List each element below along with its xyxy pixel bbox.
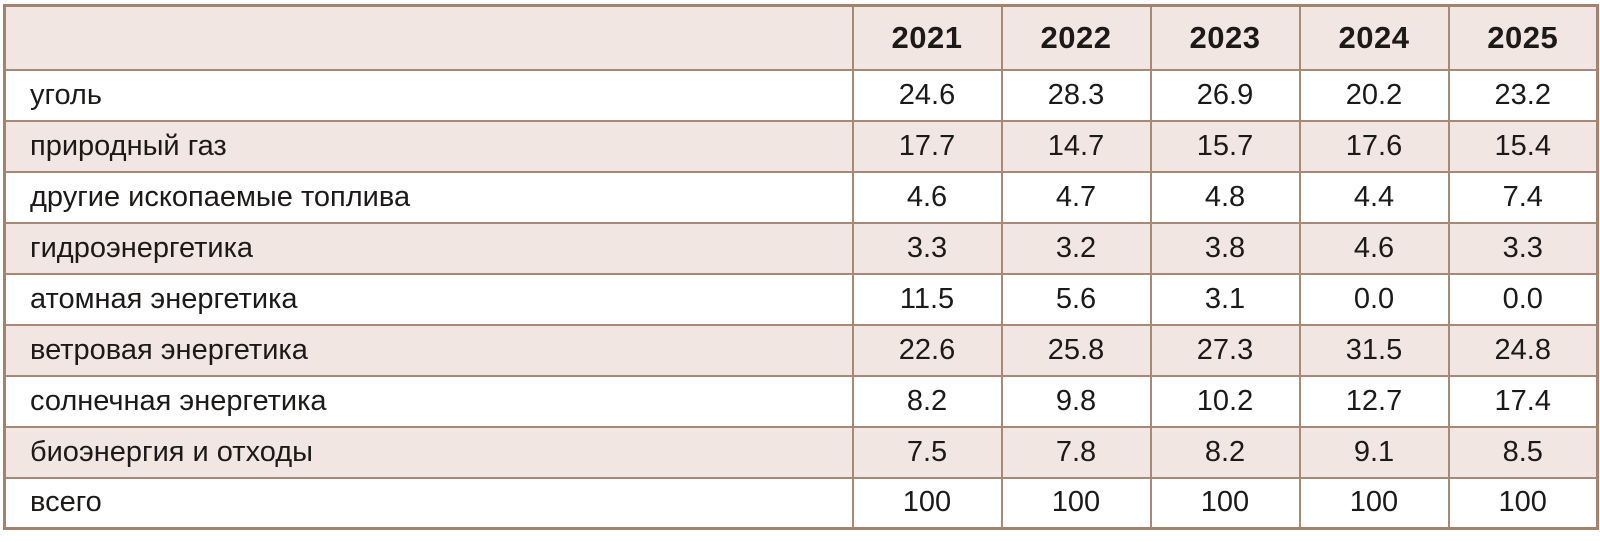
- value-cell: 10.2: [1149, 374, 1301, 428]
- value-cell: 8.2: [1149, 425, 1301, 479]
- table-body: уголь 24.6 28.3 26.9 20.2 23.2 природный газ 17…: [3, 68, 1599, 530]
- value-cell: 17.7: [851, 119, 1003, 173]
- value-cell: 17.6: [1298, 119, 1450, 173]
- value-cell: 26.9: [1149, 68, 1301, 122]
- value-cell: 7.5: [851, 425, 1003, 479]
- value-cell: 15.7: [1149, 119, 1301, 173]
- table-row: другие ископаемые топлива 4.6 4.7 4.8 4.4 7.4: [3, 170, 1599, 224]
- row-label: солнечная энергетика: [3, 374, 854, 428]
- value-cell: 15.4: [1447, 119, 1599, 173]
- value-cell: 17.4: [1447, 374, 1599, 428]
- value-cell: 4.6: [1298, 221, 1450, 275]
- header-cell-empty: [3, 4, 854, 71]
- row-label: ветровая энергетика: [3, 323, 854, 377]
- table-row: солнечная энергетика 8.2 9.8 10.2 12.7 17.4: [3, 374, 1599, 428]
- value-cell: 100: [1298, 476, 1450, 530]
- value-cell: 3.1: [1149, 272, 1301, 326]
- value-cell: 27.3: [1149, 323, 1301, 377]
- value-cell: 9.8: [1000, 374, 1152, 428]
- value-cell: 4.4: [1298, 170, 1450, 224]
- value-cell: 25.8: [1000, 323, 1152, 377]
- value-cell: 14.7: [1000, 119, 1152, 173]
- value-cell: 7.8: [1000, 425, 1152, 479]
- value-cell: 4.7: [1000, 170, 1152, 224]
- value-cell: 4.8: [1149, 170, 1301, 224]
- value-cell: 9.1: [1298, 425, 1450, 479]
- energy-mix-table: 2021 2022 2023 2024 2025 уголь 24.6 28.3 26…: [3, 4, 1599, 530]
- value-cell: 100: [1000, 476, 1152, 530]
- value-cell: 31.5: [1298, 323, 1450, 377]
- value-cell: 4.6: [851, 170, 1003, 224]
- value-cell: 0.0: [1447, 272, 1599, 326]
- value-cell: 20.2: [1298, 68, 1450, 122]
- value-cell: 24.8: [1447, 323, 1599, 377]
- value-cell: 23.2: [1447, 68, 1599, 122]
- row-label: биоэнергия и отходы: [3, 425, 854, 479]
- header-cell-2025: 2025: [1447, 4, 1599, 71]
- row-label: уголь: [3, 68, 854, 122]
- row-label: атомная энергетика: [3, 272, 854, 326]
- row-label: всего: [3, 476, 854, 530]
- value-cell: 3.3: [851, 221, 1003, 275]
- value-cell: 0.0: [1298, 272, 1450, 326]
- value-cell: 28.3: [1000, 68, 1152, 122]
- table-row: атомная энергетика 11.5 5.6 3.1 0.0 0.0: [3, 272, 1599, 326]
- value-cell: 7.4: [1447, 170, 1599, 224]
- value-cell: 100: [1149, 476, 1301, 530]
- value-cell: 22.6: [851, 323, 1003, 377]
- header-cell-2023: 2023: [1149, 4, 1301, 71]
- table-row: природный газ 17.7 14.7 15.7 17.6 15.4: [3, 119, 1599, 173]
- value-cell: 100: [851, 476, 1003, 530]
- table-row: всего 100 100 100 100 100: [3, 476, 1599, 530]
- row-label: природный газ: [3, 119, 854, 173]
- table-header: 2021 2022 2023 2024 2025: [3, 4, 1599, 71]
- value-cell: 100: [1447, 476, 1599, 530]
- header-cell-2022: 2022: [1000, 4, 1152, 71]
- value-cell: 8.5: [1447, 425, 1599, 479]
- value-cell: 11.5: [851, 272, 1003, 326]
- value-cell: 12.7: [1298, 374, 1450, 428]
- table-row: гидроэнергетика 3.3 3.2 3.8 4.6 3.3: [3, 221, 1599, 275]
- table-row: биоэнергия и отходы 7.5 7.8 8.2 9.1 8.5: [3, 425, 1599, 479]
- table-row: ветровая энергетика 22.6 25.8 27.3 31.5 24.8: [3, 323, 1599, 377]
- value-cell: 3.3: [1447, 221, 1599, 275]
- header-cell-2021: 2021: [851, 4, 1003, 71]
- value-cell: 3.2: [1000, 221, 1152, 275]
- header-row: 2021 2022 2023 2024 2025: [3, 4, 1599, 71]
- value-cell: 8.2: [851, 374, 1003, 428]
- value-cell: 24.6: [851, 68, 1003, 122]
- row-label: гидроэнергетика: [3, 221, 854, 275]
- value-cell: 5.6: [1000, 272, 1152, 326]
- value-cell: 3.8: [1149, 221, 1301, 275]
- header-cell-2024: 2024: [1298, 4, 1450, 71]
- table-row: уголь 24.6 28.3 26.9 20.2 23.2: [3, 68, 1599, 122]
- row-label: другие ископаемые топлива: [3, 170, 854, 224]
